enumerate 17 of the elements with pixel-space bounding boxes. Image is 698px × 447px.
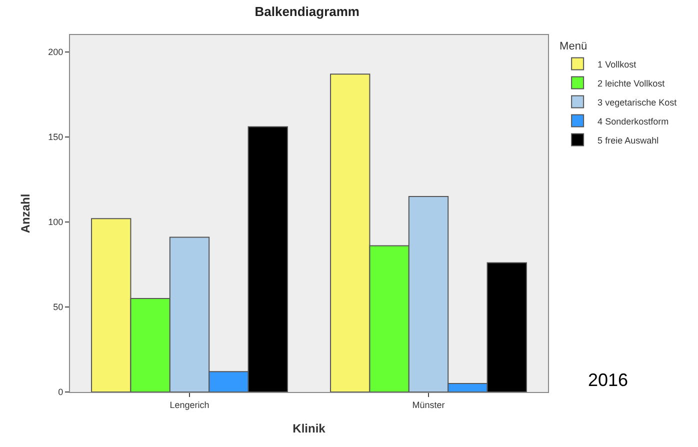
y-tick-label: 50	[53, 302, 64, 312]
legend-label: 4 Sonderkostform	[598, 116, 669, 126]
x-tick-label: Lengerich	[170, 400, 210, 410]
legend-label: 1 Vollkost	[598, 59, 637, 70]
x-axis-title: Klinik	[292, 422, 326, 436]
legend-label: 5 freie Auswahl	[598, 135, 659, 146]
x-tick-label: Münster	[412, 400, 445, 410]
y-tick-label: 100	[48, 217, 64, 228]
y-axis-title: Anzahl	[18, 194, 32, 234]
y-tick-label: 150	[48, 132, 64, 142]
text: 2016	[588, 370, 628, 390]
y-tick-label: 0	[58, 387, 64, 398]
chart-title: Balkendiagramm	[254, 4, 360, 19]
legend-label: 3 vegetarische Kost	[598, 97, 678, 108]
legend-label: 2 leichte Vollkost	[598, 78, 666, 88]
legend-title: Menü	[560, 40, 588, 52]
y-tick-label: 200	[48, 47, 64, 58]
